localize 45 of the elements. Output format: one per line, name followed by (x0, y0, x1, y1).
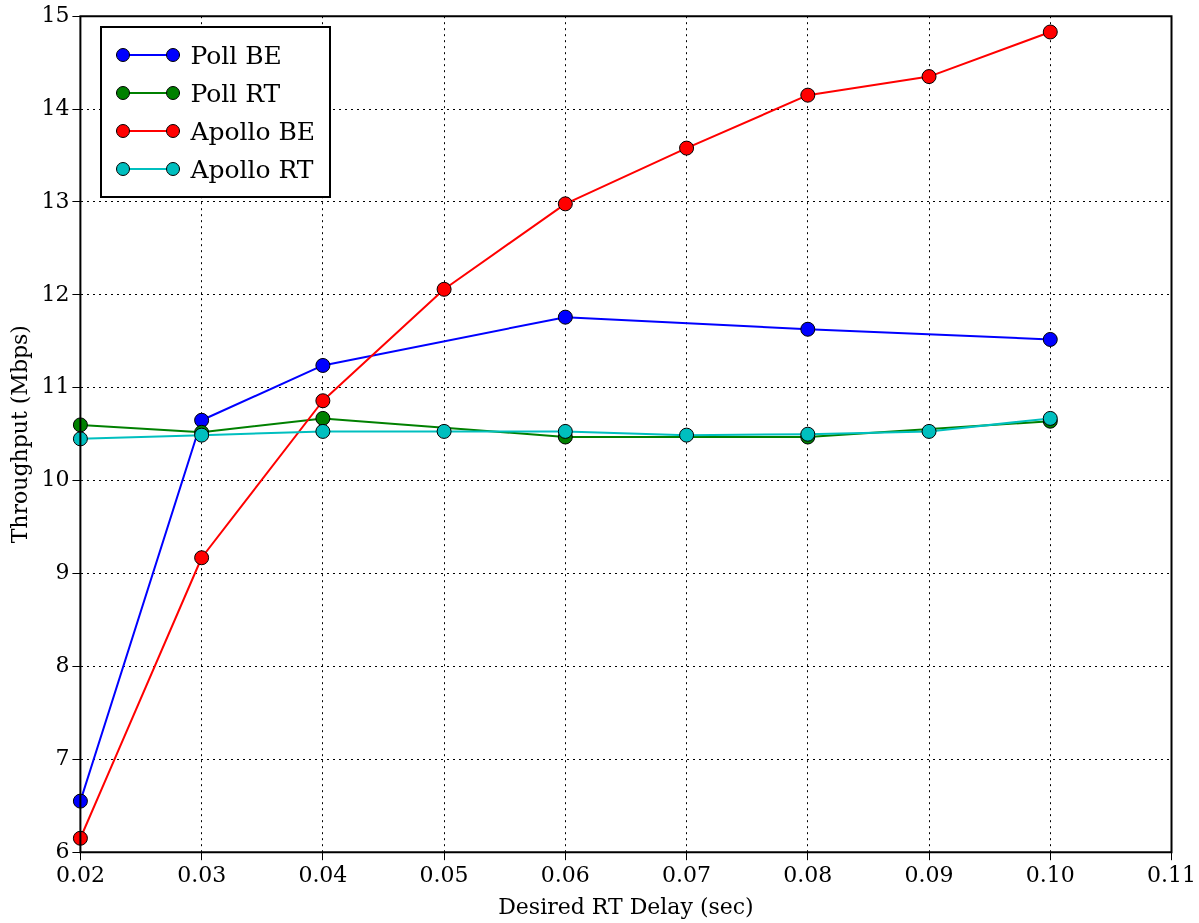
x-tick-label: 0.06 (540, 862, 590, 888)
y-tick-label: 14 (41, 94, 70, 120)
x-tick-label: 0.08 (783, 862, 833, 888)
x-axis-title: Desired RT Delay (sec) (498, 893, 754, 919)
x-tick-label: 0.05 (419, 862, 469, 888)
y-tick-label: 10 (41, 466, 70, 492)
x-tick-label: 0.10 (1025, 862, 1075, 888)
legend-label: Poll BE (190, 40, 282, 70)
point (194, 412, 210, 428)
x-tick-label: 0.07 (662, 862, 712, 888)
x-tick-label: 0.11 (1147, 862, 1196, 888)
point (436, 423, 452, 439)
y-tick-label: 15 (41, 1, 70, 27)
y-tick-label: 7 (55, 745, 70, 771)
y-tick-label: 6 (55, 837, 70, 863)
x-tick-label: 0.09 (904, 862, 954, 888)
point (800, 321, 816, 337)
point (315, 393, 331, 409)
point (557, 423, 573, 439)
point (800, 87, 816, 103)
legend-label: Poll RT (190, 78, 281, 108)
y-axis-title: Throughput (Mbps) (6, 325, 32, 544)
point (436, 281, 452, 297)
y-tick-label: 9 (55, 559, 70, 585)
x-tick-label: 0.02 (55, 862, 105, 888)
y-tick-label: 11 (41, 373, 70, 399)
point (679, 140, 695, 156)
point (315, 357, 331, 373)
point (1042, 331, 1058, 347)
legend-label: Apollo RT (190, 154, 314, 184)
point (315, 410, 331, 426)
x-tick-label: 0.04 (298, 862, 348, 888)
point (194, 550, 210, 566)
y-tick-label: 12 (41, 280, 70, 306)
legend-label: Apollo BE (190, 116, 316, 146)
point (921, 423, 937, 439)
point (557, 196, 573, 212)
x-tick-label: 0.03 (177, 862, 227, 888)
y-tick-label: 13 (41, 187, 70, 213)
y-tick-label: 8 (55, 652, 70, 678)
point (1042, 24, 1058, 40)
point (315, 423, 331, 439)
point (679, 427, 695, 443)
point (557, 309, 573, 325)
point (921, 69, 937, 85)
